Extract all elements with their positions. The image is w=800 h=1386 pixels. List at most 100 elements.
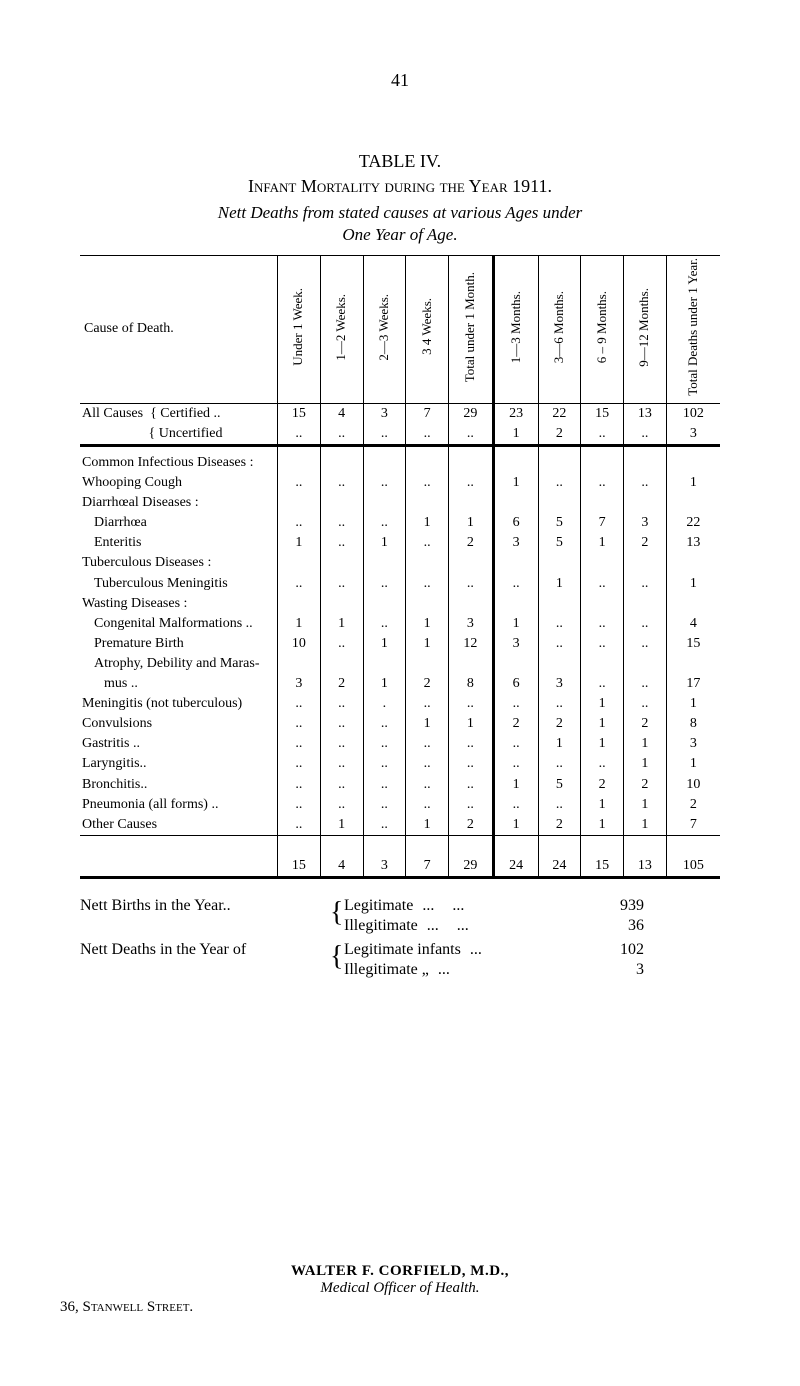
- cell-value: ..: [363, 815, 406, 836]
- legitimate-infants-label: Legitimate infants: [344, 941, 461, 958]
- cell-value: 15: [278, 403, 321, 424]
- cell-value: 1: [449, 714, 494, 734]
- table-row: mus ..3212863....17: [80, 674, 720, 694]
- cell-label: Gastritis ..: [80, 734, 278, 754]
- cell-value: ..: [449, 734, 494, 754]
- cell-value: 1: [581, 795, 624, 815]
- section-label: Common Infectious Diseases :: [80, 446, 278, 474]
- cell-value: ..: [538, 795, 581, 815]
- page-title: Infant Mortality during the Year 1911.: [60, 176, 740, 197]
- cell-label: [80, 856, 278, 878]
- cell-value: ..: [363, 473, 406, 493]
- cell-value: ..: [624, 574, 667, 594]
- cell-value: ..: [493, 694, 538, 714]
- cell-value: ..: [624, 614, 667, 634]
- cell-value: ..: [320, 533, 363, 553]
- cell-value: ..: [406, 574, 449, 594]
- summary-line: Nett Births in the Year.. { Legitimate..…: [80, 897, 720, 917]
- cell-value: [666, 594, 720, 614]
- cell-value: 24: [493, 856, 538, 878]
- cell-value: ..: [320, 694, 363, 714]
- table-row: Atrophy, Debility and Maras-: [80, 654, 720, 674]
- col-1-2-weeks: 1—2 Weeks.: [320, 256, 363, 404]
- cell-value: 3: [449, 614, 494, 634]
- cell-value: [538, 493, 581, 513]
- cell-value: ..: [449, 754, 494, 774]
- footer: WALTER F. CORFIELD, M.D., Medical Office…: [60, 1263, 740, 1316]
- cell-value: ..: [624, 424, 667, 446]
- cell-value: ..: [538, 754, 581, 774]
- cell-value: 4: [320, 856, 363, 878]
- cell-value: ..: [493, 574, 538, 594]
- cell-value: 22: [666, 513, 720, 533]
- cell-value: ..: [624, 634, 667, 654]
- table-row: Diarrhœa......11657322: [80, 513, 720, 533]
- cell-value: ..: [493, 734, 538, 754]
- cell-value: 1: [278, 614, 321, 634]
- cell-value: ..: [320, 424, 363, 446]
- illegitimate-infants-label: Illegitimate „: [344, 961, 429, 978]
- cell-value: ..: [278, 775, 321, 795]
- table-row: Bronchitis............152210: [80, 775, 720, 795]
- legitimate-label: Legitimate: [344, 897, 413, 914]
- table-row: All Causes { Certified .. 15 4 3 7 29 23…: [80, 403, 720, 424]
- cell-label: Diarrhœal Diseases :: [80, 493, 278, 513]
- cell-value: 15: [278, 856, 321, 878]
- col-3-6-months: 3—6 Months.: [538, 256, 581, 404]
- cell-value: [666, 493, 720, 513]
- cell-value: ..: [406, 795, 449, 815]
- cell-value: [449, 654, 494, 674]
- cell-value: ..: [581, 424, 624, 446]
- cell-value: 1: [406, 614, 449, 634]
- cell-value: 2: [624, 714, 667, 734]
- cell-value: ..: [278, 754, 321, 774]
- page: 41 TABLE IV. Infant Mortality during the…: [0, 0, 800, 1386]
- cell-value: 1: [320, 815, 363, 836]
- cell-value: 5: [538, 533, 581, 553]
- cell-value: 1: [406, 815, 449, 836]
- cell-value: ..: [449, 694, 494, 714]
- cell-value: 1: [538, 734, 581, 754]
- cell-value: ..: [581, 473, 624, 493]
- cell-value: ..: [624, 473, 667, 493]
- cell-value: 23: [493, 403, 538, 424]
- cell-value: ..: [363, 714, 406, 734]
- cell-value: 10: [666, 775, 720, 795]
- col-cause: Cause of Death.: [80, 256, 278, 404]
- cell-value: 1: [363, 634, 406, 654]
- cell-value: [581, 654, 624, 674]
- cell-value: ..: [449, 775, 494, 795]
- cell-value: 1: [493, 815, 538, 836]
- cell-value: 3: [363, 403, 406, 424]
- cell-value: 1: [493, 614, 538, 634]
- cell-value: [666, 654, 720, 674]
- cell-value: ..: [406, 754, 449, 774]
- cell-value: [449, 594, 494, 614]
- brace-icon: {: [330, 947, 344, 967]
- cell-value: 29: [449, 403, 494, 424]
- table-row: Laryngitis..................11: [80, 754, 720, 774]
- cell-value: [363, 493, 406, 513]
- table-row: Tuberculous Meningitis............1....1: [80, 574, 720, 594]
- table-row: Pneumonia (all forms) ................11…: [80, 795, 720, 815]
- table-row: Tuberculous Diseases :: [80, 553, 720, 573]
- table-row: Diarrhœal Diseases :: [80, 493, 720, 513]
- author-role: Medical Officer of Health.: [60, 1280, 740, 1297]
- cell-value: [493, 493, 538, 513]
- cell-value: [278, 594, 321, 614]
- cell-value: 1: [406, 714, 449, 734]
- cell-value: [493, 594, 538, 614]
- cell-value: 1: [493, 473, 538, 493]
- table-row: Other Causes..1..1212117: [80, 815, 720, 836]
- cell-value: 1: [538, 574, 581, 594]
- illegitimate-label: Illegitimate: [344, 917, 418, 934]
- cell-value: [538, 594, 581, 614]
- cell-value: [581, 553, 624, 573]
- deaths-illegitimate-value: 3: [584, 961, 644, 979]
- cell-value: 3: [493, 634, 538, 654]
- cell-label: Pneumonia (all forms) ..: [80, 795, 278, 815]
- cell-value: ..: [320, 513, 363, 533]
- cell-value: ..: [278, 734, 321, 754]
- cell-value: 1: [624, 795, 667, 815]
- cell-value: 15: [581, 856, 624, 878]
